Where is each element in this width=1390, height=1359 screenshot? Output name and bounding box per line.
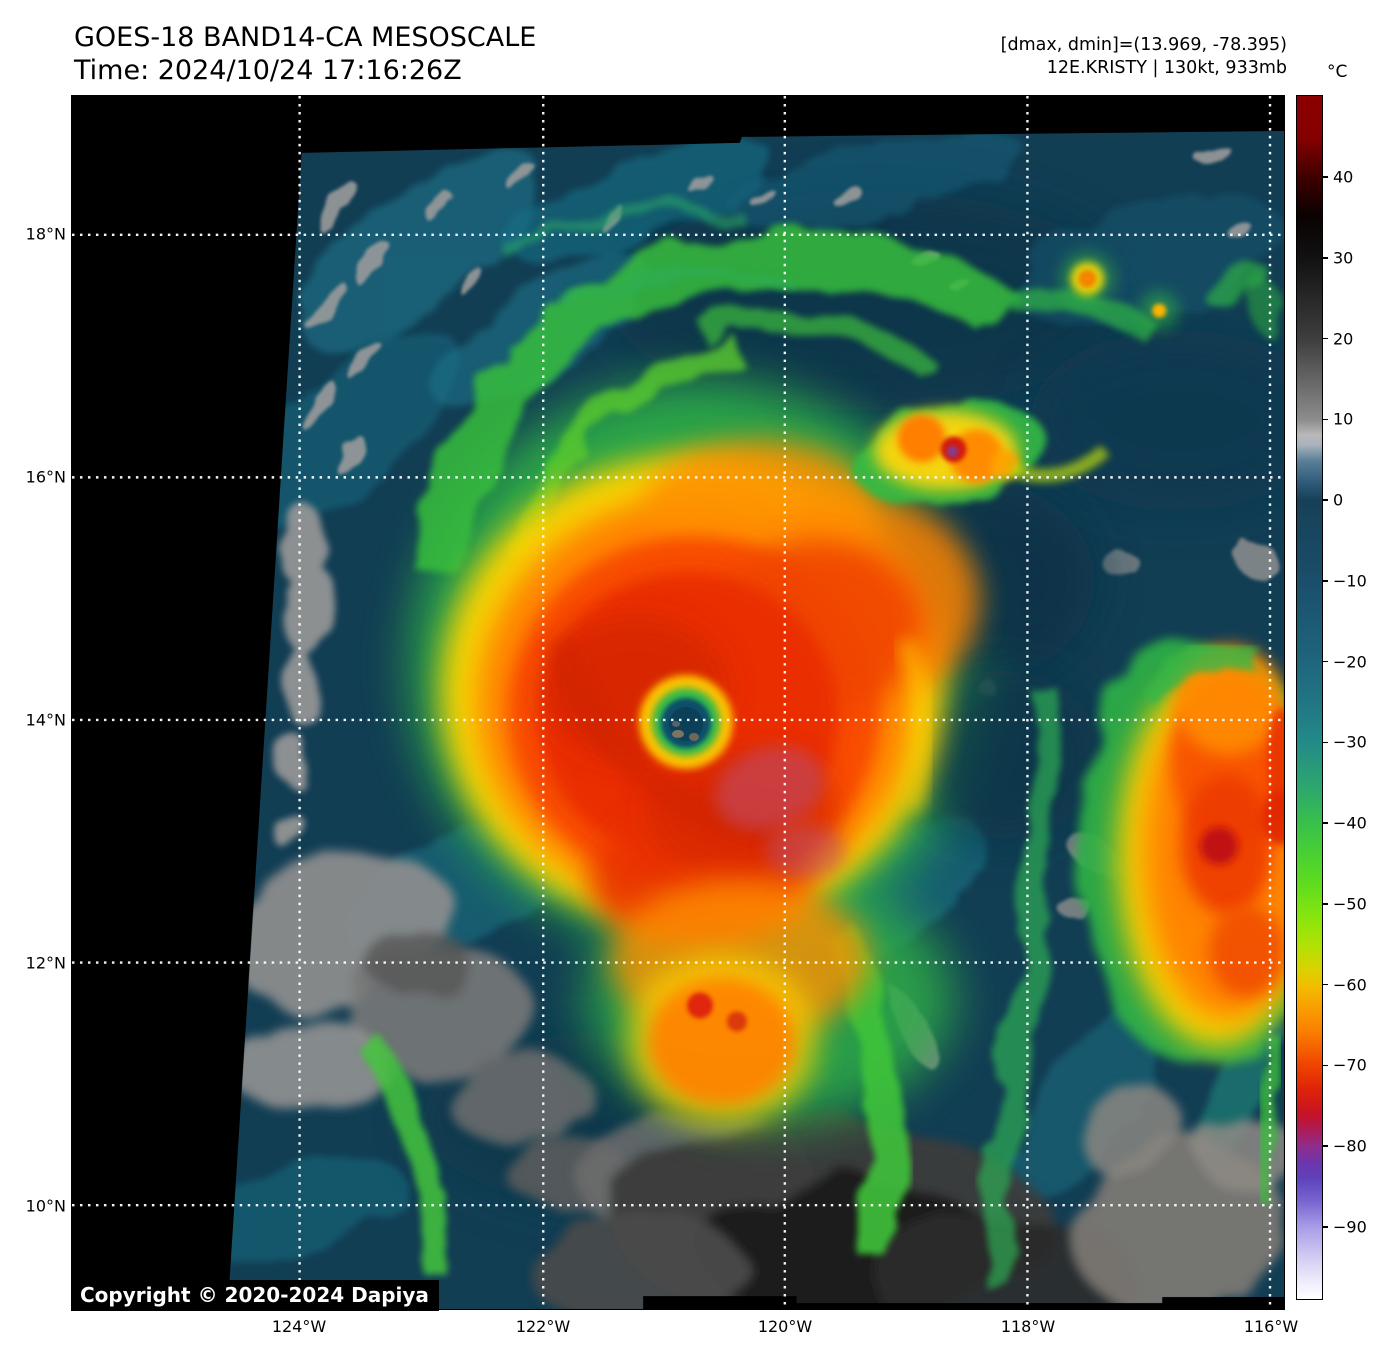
south-convective-blob bbox=[626, 955, 818, 1128]
lat-tick-label: 18°N bbox=[25, 224, 66, 244]
colorbar-tick-label: −40 bbox=[1333, 813, 1367, 833]
lat-tick-label: 10°N bbox=[25, 1196, 66, 1216]
lon-tick-label: 122°W bbox=[515, 1317, 571, 1336]
figure-time: Time: 2024/10/24 17:16:26Z bbox=[74, 55, 462, 86]
colorbar-tick-label: 30 bbox=[1333, 248, 1354, 268]
east-feeder-band bbox=[986, 689, 1284, 1290]
lat-tick-label: 12°N bbox=[25, 953, 66, 973]
colorbar-tick-label: 40 bbox=[1333, 167, 1354, 187]
satellite-image bbox=[72, 96, 1284, 1309]
colorbar-tick-mark bbox=[1323, 1145, 1328, 1147]
colorbar-tick-label: −50 bbox=[1333, 894, 1367, 914]
colorbar-tick-label: 0 bbox=[1333, 490, 1344, 510]
storm-annotation: 12E.KRISTY | 130kt, 933mb bbox=[1046, 58, 1287, 79]
colorbar-tick-mark bbox=[1323, 499, 1328, 501]
colorbar-tick-mark bbox=[1323, 1226, 1328, 1228]
colorbar-tick-mark bbox=[1323, 257, 1328, 259]
range-annotation: [dmax, dmin]=(13.969, -78.395) bbox=[1000, 35, 1287, 55]
colorbar-tick-mark bbox=[1323, 418, 1328, 421]
colorbar-tick-label: −80 bbox=[1333, 1136, 1367, 1156]
colorbar-tick-mark bbox=[1323, 580, 1328, 582]
lon-tick-label: 124°W bbox=[271, 1317, 327, 1336]
satellite-map-plot bbox=[71, 95, 1285, 1310]
colorbar-tick-label: −70 bbox=[1333, 1055, 1367, 1075]
colorbar-tick-mark bbox=[1323, 660, 1328, 663]
colorbar-tick-mark bbox=[1323, 741, 1328, 744]
colorbar-tick-mark bbox=[1323, 903, 1328, 905]
colorbar-tick-label: 10 bbox=[1333, 409, 1354, 429]
colorbar-tick-label: −30 bbox=[1333, 732, 1367, 752]
lat-tick-label: 14°N bbox=[25, 710, 66, 730]
colorbar-tick-mark bbox=[1323, 1064, 1328, 1067]
figure-title: GOES-18 BAND14-CA MESOSCALE bbox=[74, 22, 537, 53]
colorbar-tick-label: −60 bbox=[1333, 975, 1367, 995]
colorbar-tick-label: 20 bbox=[1333, 329, 1354, 349]
colorbar-tick-mark bbox=[1323, 176, 1328, 178]
storm-cdo bbox=[440, 440, 980, 1040]
colorbar-tick-label: −10 bbox=[1333, 571, 1367, 591]
lon-tick-label: 118°W bbox=[1000, 1317, 1056, 1336]
colorbar-tick-mark bbox=[1323, 983, 1328, 986]
northeast-convective-cluster bbox=[850, 397, 1110, 508]
northeast-small-cells bbox=[1060, 251, 1179, 330]
copyright-watermark: Copyright © 2020-2024 Dapiya bbox=[71, 1280, 439, 1311]
colorbar-tick-label: −20 bbox=[1333, 652, 1367, 672]
data-swath bbox=[227, 130, 1284, 1309]
lat-tick-label: 16°N bbox=[25, 467, 66, 487]
storm-eye bbox=[639, 675, 733, 769]
lon-tick-label: 116°W bbox=[1243, 1317, 1299, 1336]
lon-tick-label: 120°W bbox=[757, 1317, 813, 1336]
colorbar bbox=[1296, 95, 1323, 1300]
colorbar-tick-mark bbox=[1323, 822, 1328, 824]
colorbar-tick-mark bbox=[1323, 337, 1328, 340]
colorbar-unit-label: °C bbox=[1327, 62, 1348, 82]
annotation-block: [dmax, dmin]=(13.969, -78.395) 12E.KRIST… bbox=[1001, 34, 1287, 80]
colorbar-tick-label: −90 bbox=[1333, 1217, 1367, 1237]
graticule bbox=[72, 96, 1284, 1309]
